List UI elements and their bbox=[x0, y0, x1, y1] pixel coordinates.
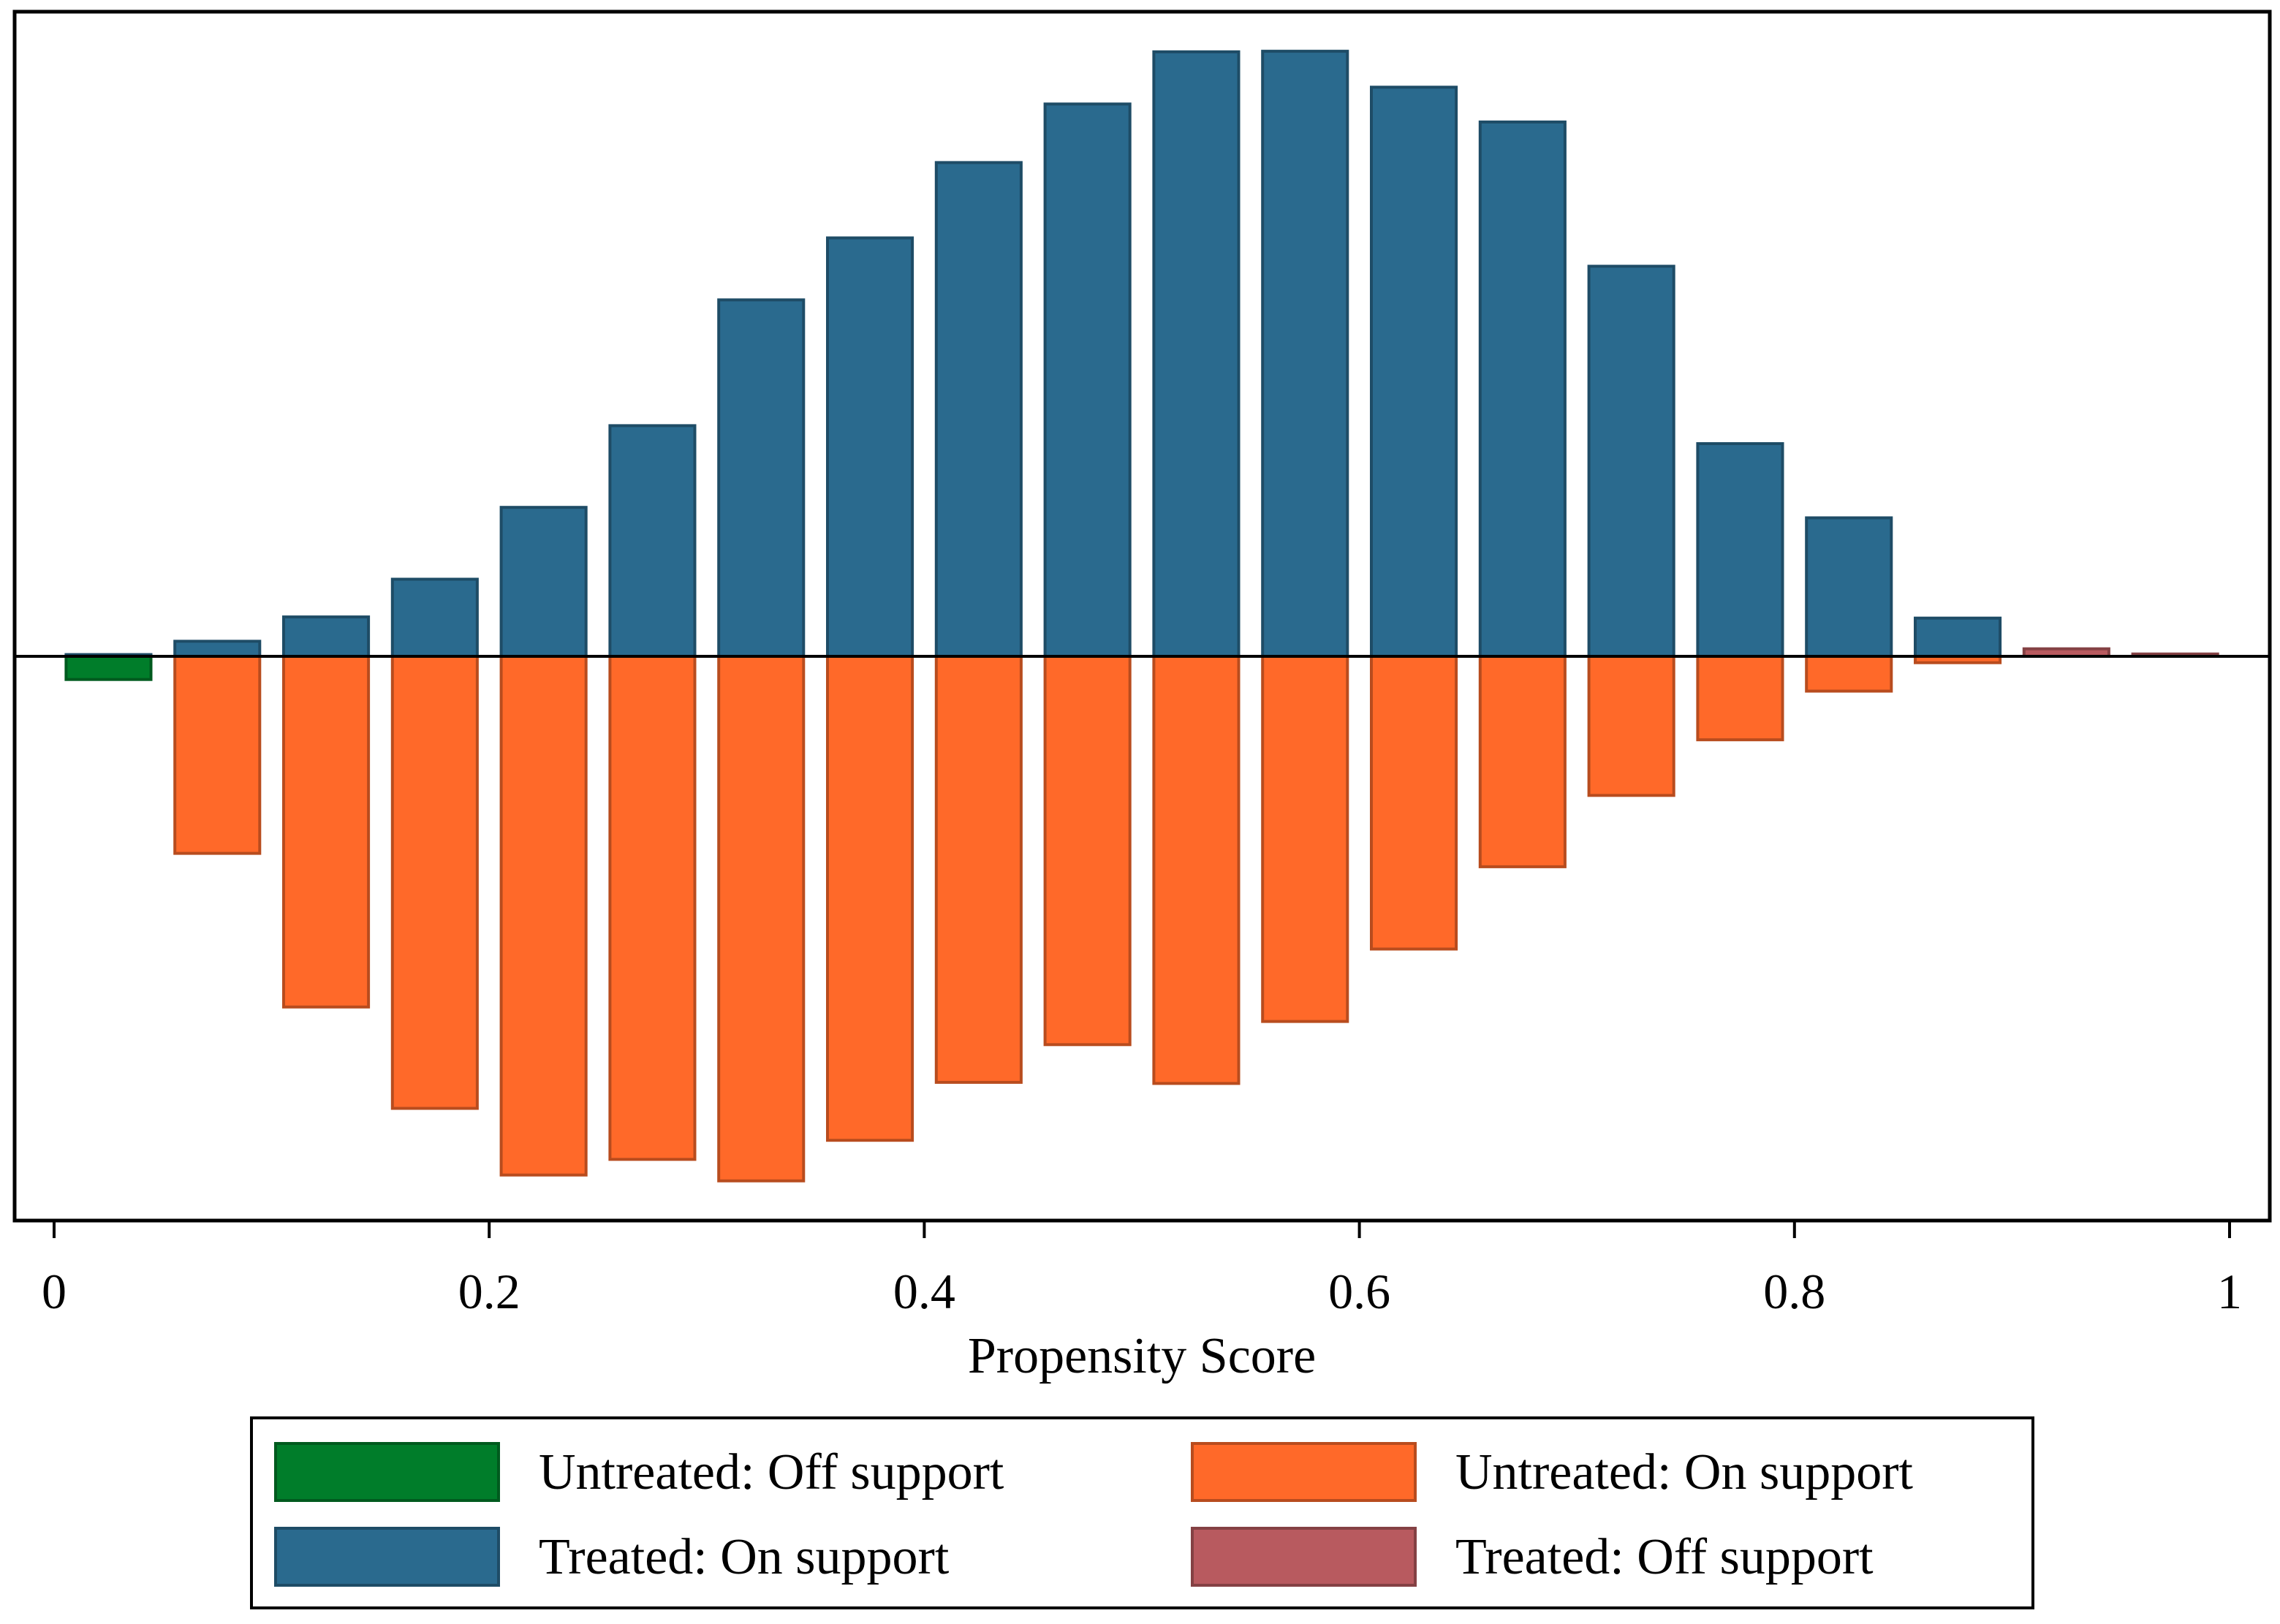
bar-treated-on-support-17 bbox=[1805, 516, 1893, 658]
bar-treated-on-support-2 bbox=[173, 640, 262, 659]
bar-treated-on-support-12 bbox=[1261, 50, 1349, 659]
legend-swatch-treated-on-support bbox=[274, 1527, 500, 1587]
legend-swatch-untreated-on-support bbox=[1191, 1442, 1417, 1502]
x-tick-label-1: 0 bbox=[42, 1264, 67, 1319]
bar-untreated-on-support-6 bbox=[717, 655, 806, 1183]
bar-treated-on-support-16 bbox=[1696, 442, 1784, 658]
bar-treated-on-support-3 bbox=[282, 615, 371, 658]
x-axis-title: Propensity Score bbox=[968, 1328, 1316, 1384]
bar-untreated-off-support-1 bbox=[64, 655, 153, 681]
bar-treated-on-support-5 bbox=[499, 506, 588, 659]
bar-untreated-on-support-15 bbox=[1696, 655, 1784, 742]
bar-untreated-on-support-8 bbox=[934, 655, 1023, 1084]
bar-untreated-on-support-12 bbox=[1370, 655, 1458, 951]
bar-untreated-on-support-3 bbox=[390, 655, 479, 1110]
x-tick-label-3: 0.4 bbox=[893, 1264, 955, 1319]
legend-swatch-untreated-off-support bbox=[274, 1442, 500, 1502]
x-tick-label-4: 0.6 bbox=[1328, 1264, 1390, 1319]
legend-swatch-treated-off-support bbox=[1191, 1527, 1417, 1587]
bar-untreated-on-support-5 bbox=[608, 655, 697, 1161]
bar-untreated-on-support-13 bbox=[1478, 655, 1567, 868]
x-tick-label-6: 1 bbox=[2217, 1264, 2242, 1319]
legend-label-treated-off-support: Treated: Off support bbox=[1455, 1529, 1874, 1585]
bar-treated-on-support-6 bbox=[608, 424, 697, 659]
legend-label-untreated-off-support: Untreated: Off support bbox=[539, 1444, 1004, 1500]
legend: Untreated: Off support Untreated: On supp… bbox=[274, 1442, 1914, 1587]
bar-untreated-on-support-9 bbox=[1043, 655, 1132, 1047]
bar-treated-on-support-14 bbox=[1478, 120, 1567, 658]
bar-treated-on-support-11 bbox=[1152, 50, 1241, 658]
bar-treated-on-support-9 bbox=[934, 161, 1023, 658]
bar-untreated-on-support-16 bbox=[1805, 655, 1893, 693]
legend-label-untreated-on-support: Untreated: On support bbox=[1455, 1444, 1914, 1500]
x-tick-label-5: 0.8 bbox=[1763, 1264, 1825, 1319]
bar-untreated-on-support-4 bbox=[499, 655, 588, 1177]
bar-treated-on-support-7 bbox=[717, 298, 806, 658]
bar-untreated-on-support-2 bbox=[282, 655, 371, 1009]
bars-group bbox=[64, 50, 2219, 1183]
bar-treated-on-support-15 bbox=[1587, 265, 1675, 658]
bar-untreated-on-support-1 bbox=[173, 655, 262, 855]
legend-label-treated-on-support: Treated: On support bbox=[539, 1529, 950, 1585]
bar-treated-on-support-4 bbox=[390, 577, 479, 658]
bar-treated-on-support-10 bbox=[1043, 102, 1132, 659]
bar-untreated-on-support-14 bbox=[1587, 655, 1675, 797]
bar-untreated-on-support-10 bbox=[1152, 655, 1241, 1085]
bar-treated-on-support-18 bbox=[1914, 616, 2002, 659]
bar-untreated-on-support-7 bbox=[826, 655, 914, 1142]
legend-frame bbox=[250, 1416, 2034, 1609]
bar-treated-on-support-8 bbox=[826, 236, 914, 658]
x-tick-label-2: 0.2 bbox=[458, 1264, 520, 1319]
bar-treated-on-support-13 bbox=[1370, 86, 1458, 659]
x-axis: 0 0.2 0.4 0.6 0.8 1 bbox=[42, 1221, 2242, 1319]
bar-untreated-on-support-11 bbox=[1261, 655, 1349, 1023]
plot-frame bbox=[12, 10, 2272, 1223]
